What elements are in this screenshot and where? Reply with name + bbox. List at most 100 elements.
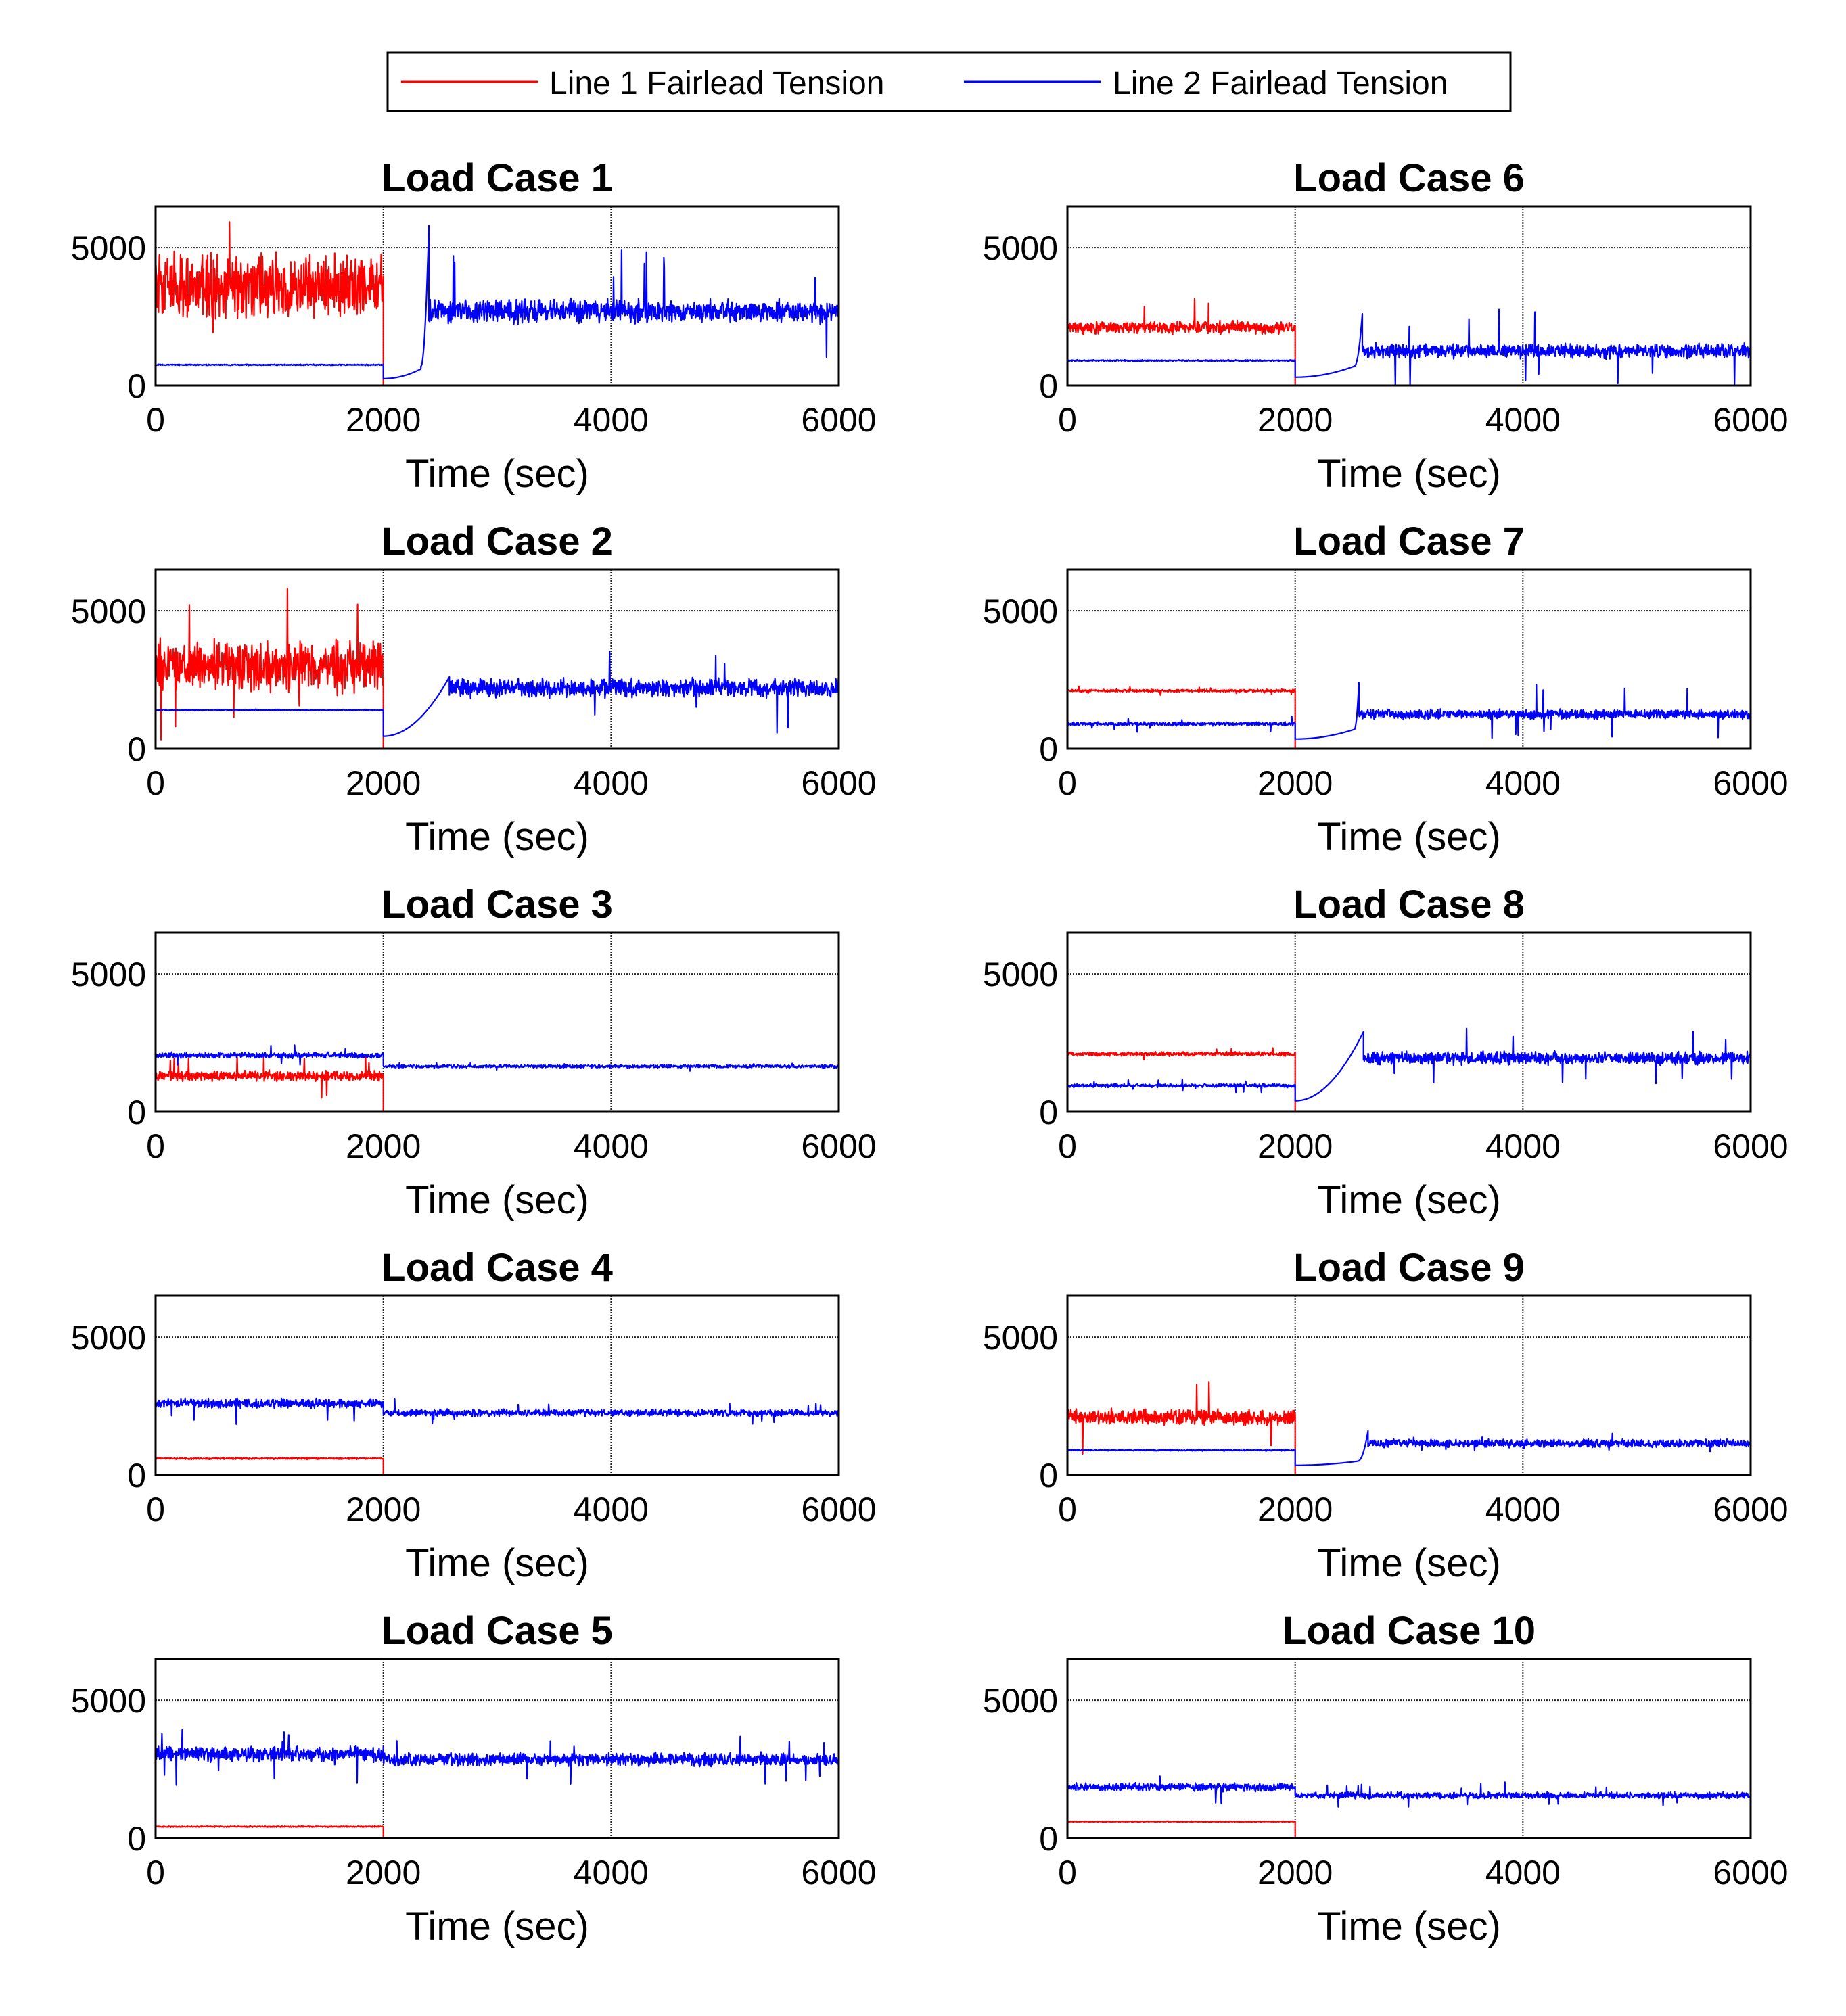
y-tick-label: 5000 [983, 1319, 1058, 1357]
series-line-2 [1067, 682, 1752, 740]
legend-label-line-1: Line 1 Fairlead Tension [549, 66, 884, 101]
x-tick-label: 4000 [1485, 764, 1561, 802]
panel-load-case-9: 0 2000 4000 6000 0 5000 Load Case 9 Time (sec) [983, 1246, 1789, 1585]
legend: Line 1 Fairlead Tension Line 2 Fairlead … [386, 51, 1512, 112]
panel-load-case-10: 0 2000 4000 6000 0 5000 Load Case 10 Time (sec) [983, 1609, 1789, 1948]
x-axis-label: Time (sec) [405, 1178, 589, 1222]
y-tick-label: 0 [127, 1457, 146, 1495]
panel-title: Load Case 1 [382, 156, 613, 200]
panel-title: Load Case 10 [1283, 1609, 1536, 1653]
panel-title: Load Case 7 [1293, 519, 1525, 563]
x-tick-label: 0 [146, 1854, 165, 1892]
axes-box [1066, 568, 1752, 750]
y-tick-label: 0 [1039, 367, 1058, 405]
series-line-2 [1067, 1027, 1752, 1102]
x-tick-label: 6000 [1713, 401, 1788, 439]
panel-title: Load Case 6 [1293, 156, 1525, 200]
x-axis-label: Time (sec) [405, 452, 589, 496]
y-tick-label: 5000 [71, 1319, 146, 1357]
x-axis-label: Time (sec) [1317, 1178, 1501, 1222]
axes-box [154, 931, 840, 1113]
series-line-2 [155, 225, 840, 379]
x-tick-label: 0 [1058, 764, 1077, 802]
y-tick-label: 0 [1039, 730, 1058, 768]
axes-box [1066, 205, 1752, 387]
y-tick-label: 5000 [983, 956, 1058, 993]
y-tick-label: 5000 [983, 1682, 1058, 1720]
x-tick-label: 6000 [801, 1127, 876, 1165]
legend-label-line-2: Line 2 Fairlead Tension [1113, 66, 1448, 101]
y-tick-label: 0 [1039, 1457, 1058, 1495]
panel-load-case-2: 0 2000 4000 6000 0 5000 Load Case 2 Time (sec) [71, 519, 877, 859]
series-line-2 [154, 1397, 840, 1425]
y-tick-label: 0 [127, 1820, 146, 1858]
x-tick-label: 2000 [346, 1491, 421, 1528]
plot-area [1067, 1659, 1751, 1838]
y-tick-label: 5000 [71, 956, 146, 993]
x-axis-label: Time (sec) [405, 1541, 589, 1585]
axes-box [154, 205, 840, 387]
axes-box [154, 1294, 840, 1476]
panel-title: Load Case 5 [382, 1609, 613, 1653]
x-tick-label: 6000 [1713, 1491, 1788, 1528]
x-tick-label: 0 [1058, 1491, 1077, 1528]
series-line-2 [154, 651, 840, 737]
panel-load-case-4: 0 2000 4000 6000 0 5000 Load Case 4 Time (sec) [71, 1246, 877, 1585]
x-tick-label: 4000 [574, 1127, 649, 1165]
x-tick-label: 2000 [346, 401, 421, 439]
y-tick-label: 5000 [71, 592, 146, 630]
panel-load-case-1: 0 2000 4000 6000 0 5000 Load Case 1 Time (sec) [71, 156, 877, 496]
x-tick-label: 4000 [1485, 1127, 1561, 1165]
x-tick-label: 0 [146, 1491, 165, 1528]
plot-area [156, 1659, 839, 1838]
y-tick-label: 0 [1039, 1820, 1058, 1858]
series-line-2 [1067, 308, 1752, 387]
x-tick-label: 4000 [574, 1854, 649, 1892]
y-tick-label: 0 [127, 367, 146, 405]
x-tick-label: 4000 [574, 401, 649, 439]
axes-box [1066, 1658, 1752, 1839]
x-tick-label: 2000 [1257, 1127, 1333, 1165]
legend-box [386, 51, 1512, 112]
axes-box [1066, 1294, 1752, 1476]
series-line-2 [1066, 1775, 1751, 1808]
x-tick-label: 6000 [1713, 764, 1788, 802]
x-tick-label: 0 [1058, 1127, 1077, 1165]
x-tick-label: 6000 [801, 401, 876, 439]
x-tick-label: 2000 [1257, 1491, 1333, 1528]
x-tick-label: 2000 [346, 764, 421, 802]
x-axis-label: Time (sec) [405, 815, 589, 859]
x-tick-label: 4000 [574, 764, 649, 802]
panel-load-case-6: 0 2000 4000 6000 0 5000 Load Case 6 Time (sec) [983, 156, 1789, 496]
panel-load-case-7: 0 2000 4000 6000 0 5000 Load Case 7 Time (sec) [983, 519, 1789, 859]
axes-box [1066, 931, 1752, 1113]
x-tick-label: 2000 [346, 1854, 421, 1892]
x-tick-label: 0 [146, 401, 165, 439]
x-axis-label: Time (sec) [1317, 1904, 1501, 1948]
panel-load-case-3: 0 2000 4000 6000 0 5000 Load Case 3 Time (sec) [71, 883, 877, 1222]
x-tick-label: 0 [146, 1127, 165, 1165]
plot-area [1067, 569, 1751, 749]
plot-area [1067, 206, 1751, 385]
series-line-2 [154, 1729, 840, 1786]
y-tick-label: 5000 [983, 592, 1058, 630]
x-tick-label: 2000 [1257, 764, 1333, 802]
x-tick-label: 4000 [574, 1491, 649, 1528]
x-tick-label: 0 [1058, 1854, 1077, 1892]
y-tick-label: 0 [127, 1094, 146, 1131]
x-tick-label: 4000 [1485, 1854, 1561, 1892]
x-tick-label: 2000 [1257, 401, 1333, 439]
plot-area [1067, 1296, 1751, 1475]
panel-title: Load Case 9 [1293, 1246, 1525, 1290]
series-line-2 [155, 1044, 840, 1072]
plot-area [156, 1296, 839, 1475]
x-tick-label: 6000 [801, 1854, 876, 1892]
x-tick-label: 4000 [1485, 1491, 1561, 1528]
panel-title: Load Case 2 [382, 519, 613, 563]
axes-box [154, 1658, 840, 1839]
plot-area [1067, 933, 1751, 1112]
x-axis-label: Time (sec) [1317, 1541, 1501, 1585]
x-axis-label: Time (sec) [405, 1904, 589, 1948]
y-tick-label: 0 [127, 730, 146, 768]
plot-area [156, 933, 839, 1112]
